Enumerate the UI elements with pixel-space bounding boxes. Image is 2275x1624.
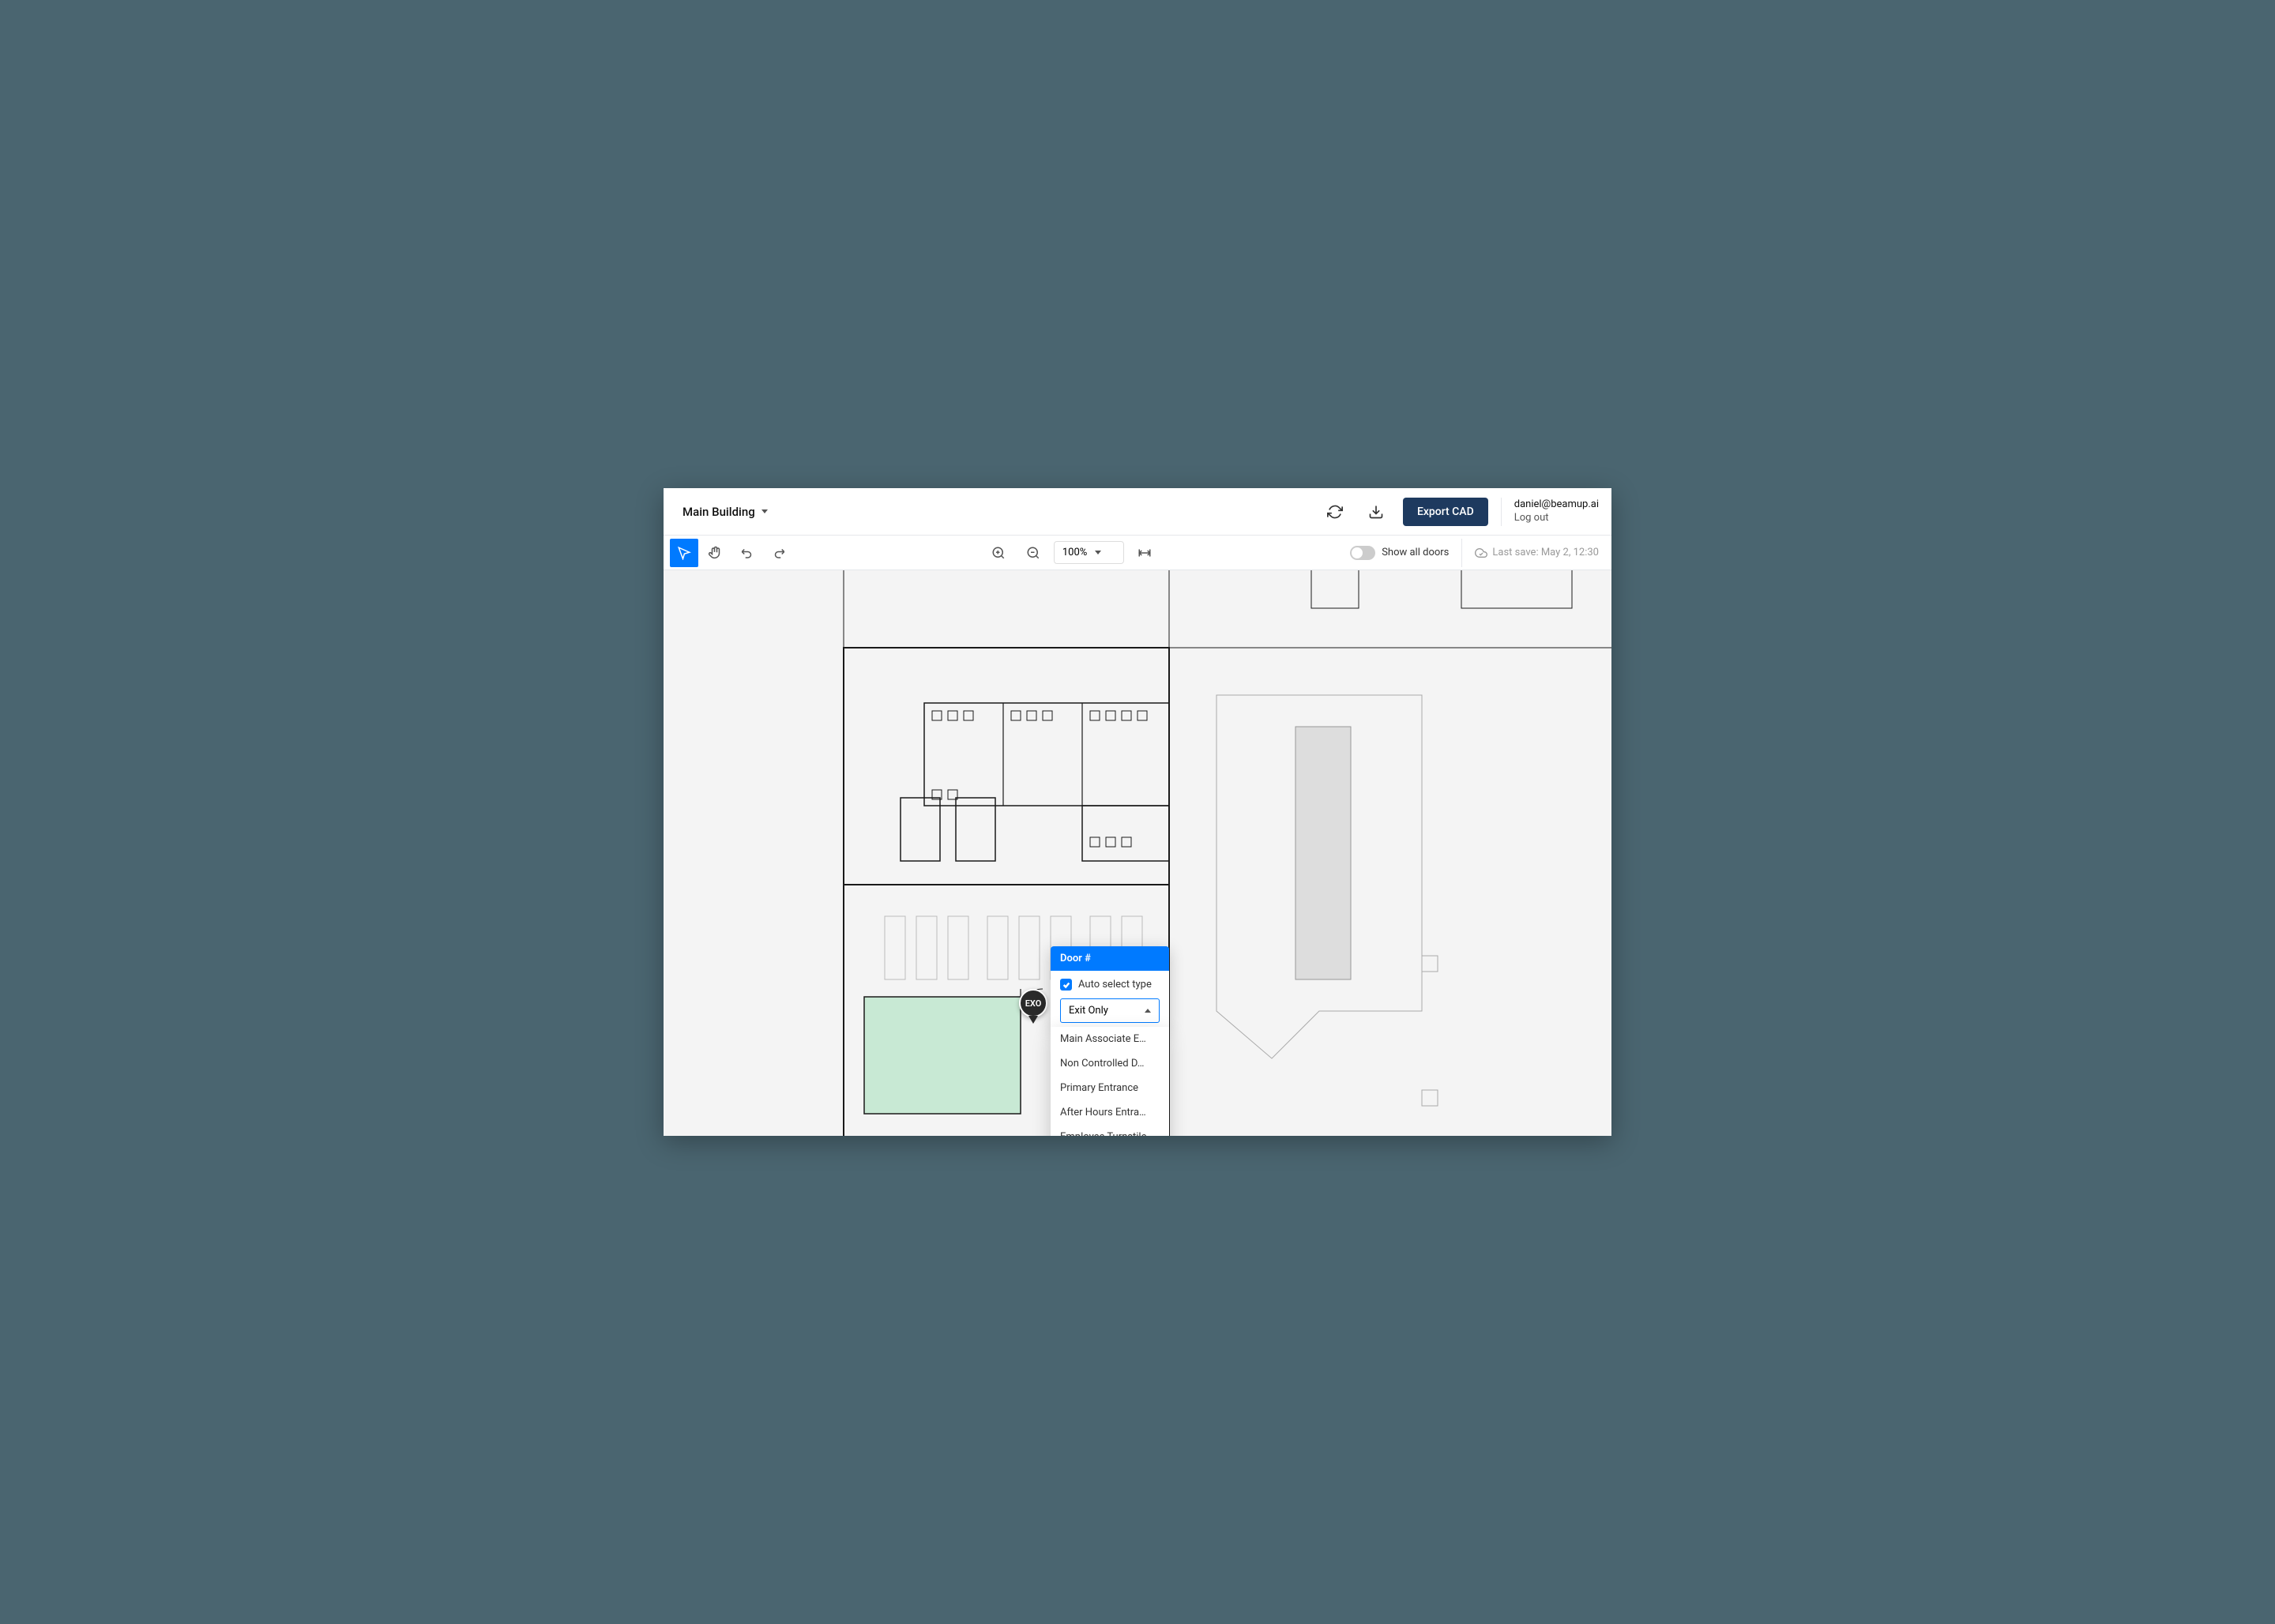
select-tool[interactable] <box>670 539 698 567</box>
chevron-down-icon <box>1095 551 1101 554</box>
topbar: Main Building Export CAD daniel@beamup.a… <box>664 488 1611 536</box>
zoom-value: 100% <box>1062 547 1087 558</box>
cursor-icon <box>677 546 691 560</box>
toolbar-right: Show all doors Last save: May 2, 12:30 <box>1350 539 1605 567</box>
show-doors-toggle-wrap: Show all doors <box>1350 546 1449 560</box>
dropdown-item[interactable]: Primary Entrance <box>1051 1076 1169 1100</box>
zoom-in-icon <box>991 546 1006 560</box>
toolbar-center: 100% <box>984 539 1159 567</box>
building-selector[interactable]: Main Building <box>676 498 774 525</box>
door-marker[interactable]: EXO <box>1019 989 1047 1024</box>
toolbar: 100% Show all doors Last save: May 2, 12… <box>664 536 1611 570</box>
save-info: Last save: May 2, 12:30 <box>1475 547 1599 559</box>
auto-select-row[interactable]: Auto select type <box>1060 979 1160 991</box>
show-doors-label: Show all doors <box>1382 547 1449 558</box>
chevron-up-icon <box>1145 1009 1151 1013</box>
logout-link[interactable]: Log out <box>1514 512 1549 525</box>
dropdown-item[interactable]: Non Controlled D… <box>1051 1051 1169 1076</box>
download-icon <box>1368 504 1384 520</box>
dropdown-item-label: Main Associate E… <box>1060 1033 1146 1045</box>
dropdown-item-label: Primary Entrance <box>1060 1082 1138 1094</box>
hand-icon <box>709 546 723 560</box>
auto-select-checkbox[interactable] <box>1060 979 1072 991</box>
last-save-text: Last save: May 2, 12:30 <box>1492 547 1599 558</box>
user-email: daniel@beamup.ai <box>1514 498 1599 512</box>
divider <box>1461 539 1462 567</box>
refresh-button[interactable] <box>1321 498 1349 526</box>
undo-button[interactable] <box>733 539 761 567</box>
marker-label: EXO <box>1019 989 1047 1017</box>
dropdown-item[interactable]: Main Associate E… <box>1051 1027 1169 1051</box>
door-type-dropdown: Main Associate E… Non Controlled D… Primar… <box>1051 1027 1169 1136</box>
building-name: Main Building <box>682 505 755 519</box>
dropdown-item[interactable]: Employee Turnstile <box>1051 1125 1169 1136</box>
topbar-right: Export CAD daniel@beamup.ai Log out <box>1321 498 1599 526</box>
undo-icon <box>740 546 754 560</box>
door-type-select[interactable]: Exit Only <box>1060 998 1160 1023</box>
divider <box>1501 498 1502 526</box>
zoom-in-button[interactable] <box>984 539 1013 567</box>
export-cad-button[interactable]: Export CAD <box>1403 498 1488 526</box>
fit-width-icon <box>1138 546 1152 560</box>
redo-button[interactable] <box>765 539 793 567</box>
door-popup: Door # Auto select type Exit Only Main A… <box>1051 946 1169 1031</box>
popup-body: Auto select type Exit Only <box>1051 971 1169 1031</box>
fit-width-button[interactable] <box>1130 539 1159 567</box>
check-icon <box>1062 981 1070 989</box>
popup-title: Door # <box>1051 946 1169 971</box>
marker-tail-icon <box>1028 1016 1038 1024</box>
user-block: daniel@beamup.ai Log out <box>1514 498 1599 525</box>
dropdown-item-label: Non Controlled D… <box>1060 1058 1144 1070</box>
zoom-select[interactable]: 100% <box>1054 541 1124 564</box>
redo-icon <box>772 546 786 560</box>
select-value: Exit Only <box>1069 1005 1108 1017</box>
chevron-down-icon <box>761 509 768 513</box>
refresh-icon <box>1327 504 1343 520</box>
show-doors-toggle[interactable] <box>1350 546 1375 560</box>
auto-select-label: Auto select type <box>1078 979 1152 991</box>
app-window: Main Building Export CAD daniel@beamup.a… <box>664 488 1611 1136</box>
dropdown-item-label: After Hours Entra… <box>1060 1107 1146 1118</box>
dropdown-item[interactable]: After Hours Entra… <box>1051 1100 1169 1125</box>
download-button[interactable] <box>1362 498 1390 526</box>
pan-tool[interactable] <box>701 539 730 567</box>
cloud-check-icon <box>1475 547 1487 559</box>
dropdown-item-label: Employee Turnstile <box>1060 1131 1146 1136</box>
zoom-out-button[interactable] <box>1019 539 1047 567</box>
zoom-out-icon <box>1026 546 1040 560</box>
canvas-area[interactable]: EXO Door # Auto select type Exit Only Ma… <box>664 570 1611 1136</box>
